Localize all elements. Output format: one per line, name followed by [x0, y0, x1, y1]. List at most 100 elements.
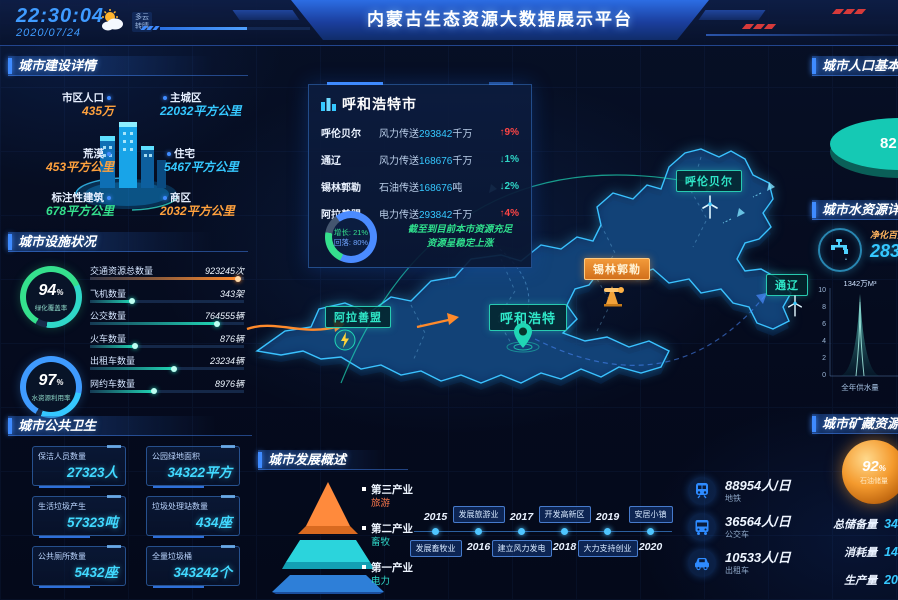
car-icon: [688, 549, 716, 577]
stat-box-cleaners: 保洁人员数量 27323人: [32, 445, 126, 488]
map-marker-alxa[interactable]: 阿拉善盟: [325, 306, 391, 328]
legend-tertiary: 第三产业 旅游: [362, 484, 438, 510]
timeline-node-2019: 2019 大力支持创业: [577, 500, 638, 564]
bus-icon: [688, 513, 716, 541]
population-pie-chart: 82: [818, 80, 898, 201]
faucet-icon: [818, 228, 862, 272]
svg-text:10: 10: [818, 287, 826, 294]
oil-reserve-gauge: 92% 石油储量: [842, 440, 898, 504]
timeline-node-2017: 2017 建立风力发电: [491, 500, 552, 564]
timeline-axis: [414, 531, 672, 532]
header-bar: 22:30:04 2020/07/24 多云 转晴 内蒙古生态资源大数据展示平台: [0, 0, 898, 46]
city-3d-illustration: [62, 98, 192, 223]
bar-row-ride-hailing: 网约车数量 8976辆: [90, 377, 244, 400]
popup-row-hulunbuir: 呼伦贝尔 风力传送293842千万 ↑9%: [321, 127, 519, 140]
water-spike-chart: 10 8 6 4 2 0 1342万M³ 全年供水量净化总水量: [812, 276, 898, 405]
mineral-row-total-reserve: 总储备量 34: [833, 517, 898, 531]
stat-desert-area: 荒漠 453平方公里: [45, 148, 114, 174]
panel-title: 城市矿藏资源详情: [812, 414, 898, 434]
header-deco-line: [160, 27, 310, 30]
date-text: 2020/07/24: [16, 27, 82, 39]
panel-title: 城市水资源详情: [812, 200, 898, 220]
panel-population-info: 城市人口基本信息 82: [812, 56, 898, 196]
legend-primary: 第一产业 电力: [362, 562, 438, 588]
header-red-slashes-1: [741, 24, 777, 29]
purify-stat: 净化百分比 2837: [870, 230, 898, 261]
header-red-slashes-2: [831, 9, 867, 14]
popup-row-tongliao: 通辽 风力传送168676千万 ↓1%: [321, 154, 519, 167]
header-wing-right: [698, 10, 766, 20]
timeline-badge: 发展畜牧业: [409, 540, 462, 557]
bar-row-taxis: 出租车数量 23234辆: [90, 354, 244, 377]
timeline-dot: [518, 528, 525, 535]
panel-title: 城市建设详情: [8, 56, 248, 76]
map-marker-xilingol[interactable]: 锡林郭勒: [584, 258, 650, 280]
mineral-row-production: 生产量 20: [844, 573, 898, 587]
wind-turbine-icon: [786, 294, 804, 323]
timeline-dot: [475, 528, 482, 535]
header-deco-line-right: [706, 34, 898, 36]
timeline-dot: [561, 528, 568, 535]
connector-dot: [107, 196, 111, 201]
panel-public-health: 城市公共卫生 保洁人员数量 27323人 公园绿地面积 34322平方 生活垃圾…: [8, 416, 252, 598]
clock: 22:30:04 2020/07/24: [16, 5, 104, 39]
map-marker-tongliao[interactable]: 通辽: [766, 274, 808, 296]
connector-dot: [107, 96, 111, 101]
popup-title: 呼和浩特市: [342, 96, 417, 112]
y-axis-ticks: 10 8 6 4 2 0: [818, 287, 826, 379]
daily-transport-stats: 88954人/日 地铁 36564人/日 公交车: [688, 476, 818, 584]
peak-annotation: 1342万M³: [844, 279, 877, 288]
popup-title-row: 呼和浩特市: [309, 85, 531, 119]
timeline-badge: 发展旅游业: [452, 506, 505, 523]
panel-water-resources: 城市水资源详情 净化百分比 2837: [812, 200, 898, 410]
resource-note: 截至到目前本市资源充足 资源呈稳定上涨: [407, 224, 513, 249]
pyramid-legend: 第三产业 旅游 第二产业 畜牧 第一产业 电力: [362, 484, 438, 600]
stat-box-public-toilets: 公共厕所数量 5432座: [32, 545, 126, 588]
svg-text:8: 8: [822, 304, 826, 311]
map-marker-hulunbuir[interactable]: 呼伦贝尔: [676, 170, 742, 192]
delta-badge: ↑4%: [499, 208, 519, 219]
gauge-green-coverage: 94% 绿化覆盖率: [20, 266, 82, 328]
panel-title: 城市公共卫生: [8, 416, 252, 436]
stat-box-treatment-stations: 垃圾处理站数量 434座: [146, 495, 240, 538]
connector-dot: [167, 152, 171, 157]
industry-pyramid-chart: [270, 476, 386, 599]
timeline-dot: [432, 528, 439, 535]
wind-turbine-icon: [700, 194, 720, 225]
stat-main-city-area: 主城区 22032平方公里: [160, 92, 242, 118]
connector-dot: [163, 196, 167, 201]
hohhot-detail-card: 呼和浩特市 呼伦贝尔 风力传送293842千万 ↑9% 通辽 风力传送16867…: [308, 82, 532, 268]
oil-pump-icon: [602, 282, 626, 313]
svg-text:0: 0: [822, 372, 826, 379]
stat-box-park-green: 公园绿地面积 34322平方: [146, 445, 240, 488]
orange-flow-arrow-1: [246, 324, 340, 331]
growth-donut-chart: [325, 211, 377, 263]
panel-title: 城市设施状况: [8, 232, 248, 252]
timeline-node-2020: 安居小镇 2020: [628, 500, 673, 564]
delta-badge: ↓1%: [499, 154, 519, 165]
panel-mineral-resources: 城市矿藏资源详情 92% 石油储量 总储备量 34 消耗量 14 生产量 20: [812, 414, 898, 598]
svg-text:2: 2: [822, 355, 826, 362]
panel-city-development: 城市发展概述 第三产业 旅游 第二产业 畜牧 第一产业 电力: [258, 450, 698, 598]
header-deco-ticks: [140, 26, 160, 30]
svg-text:6: 6: [822, 321, 826, 328]
timeline-badge: 开发高新区: [538, 506, 591, 523]
connector-dot: [107, 152, 111, 157]
timeline-node-2018: 开发高新区 2018: [538, 500, 591, 564]
location-pin-icon: [512, 322, 534, 355]
buildings-icon: [321, 97, 336, 111]
svg-text:全年供水量: 全年供水量: [841, 382, 879, 392]
pie-value-label: 82: [880, 135, 897, 152]
bar-row-buses: 公交数量 764555辆: [90, 309, 244, 332]
transport-metro: 88954人/日 地铁: [688, 476, 818, 506]
bar-row-trains: 火车数量 876辆: [90, 332, 244, 355]
mineral-stat-list: 总储备量 34 消耗量 14 生产量 20: [812, 516, 898, 600]
time-text: 22:30:04: [16, 5, 105, 27]
timeline-dot: [647, 528, 654, 535]
stat-commercial-area: 商区 2032平方公里: [160, 192, 235, 218]
stat-landmark-buildings: 标注性建筑 678平方公里: [45, 192, 114, 218]
page-title: 内蒙古生态资源大数据展示平台: [291, 0, 709, 40]
panel-title: 城市发展概述: [258, 450, 408, 470]
connector-dot: [163, 96, 167, 101]
